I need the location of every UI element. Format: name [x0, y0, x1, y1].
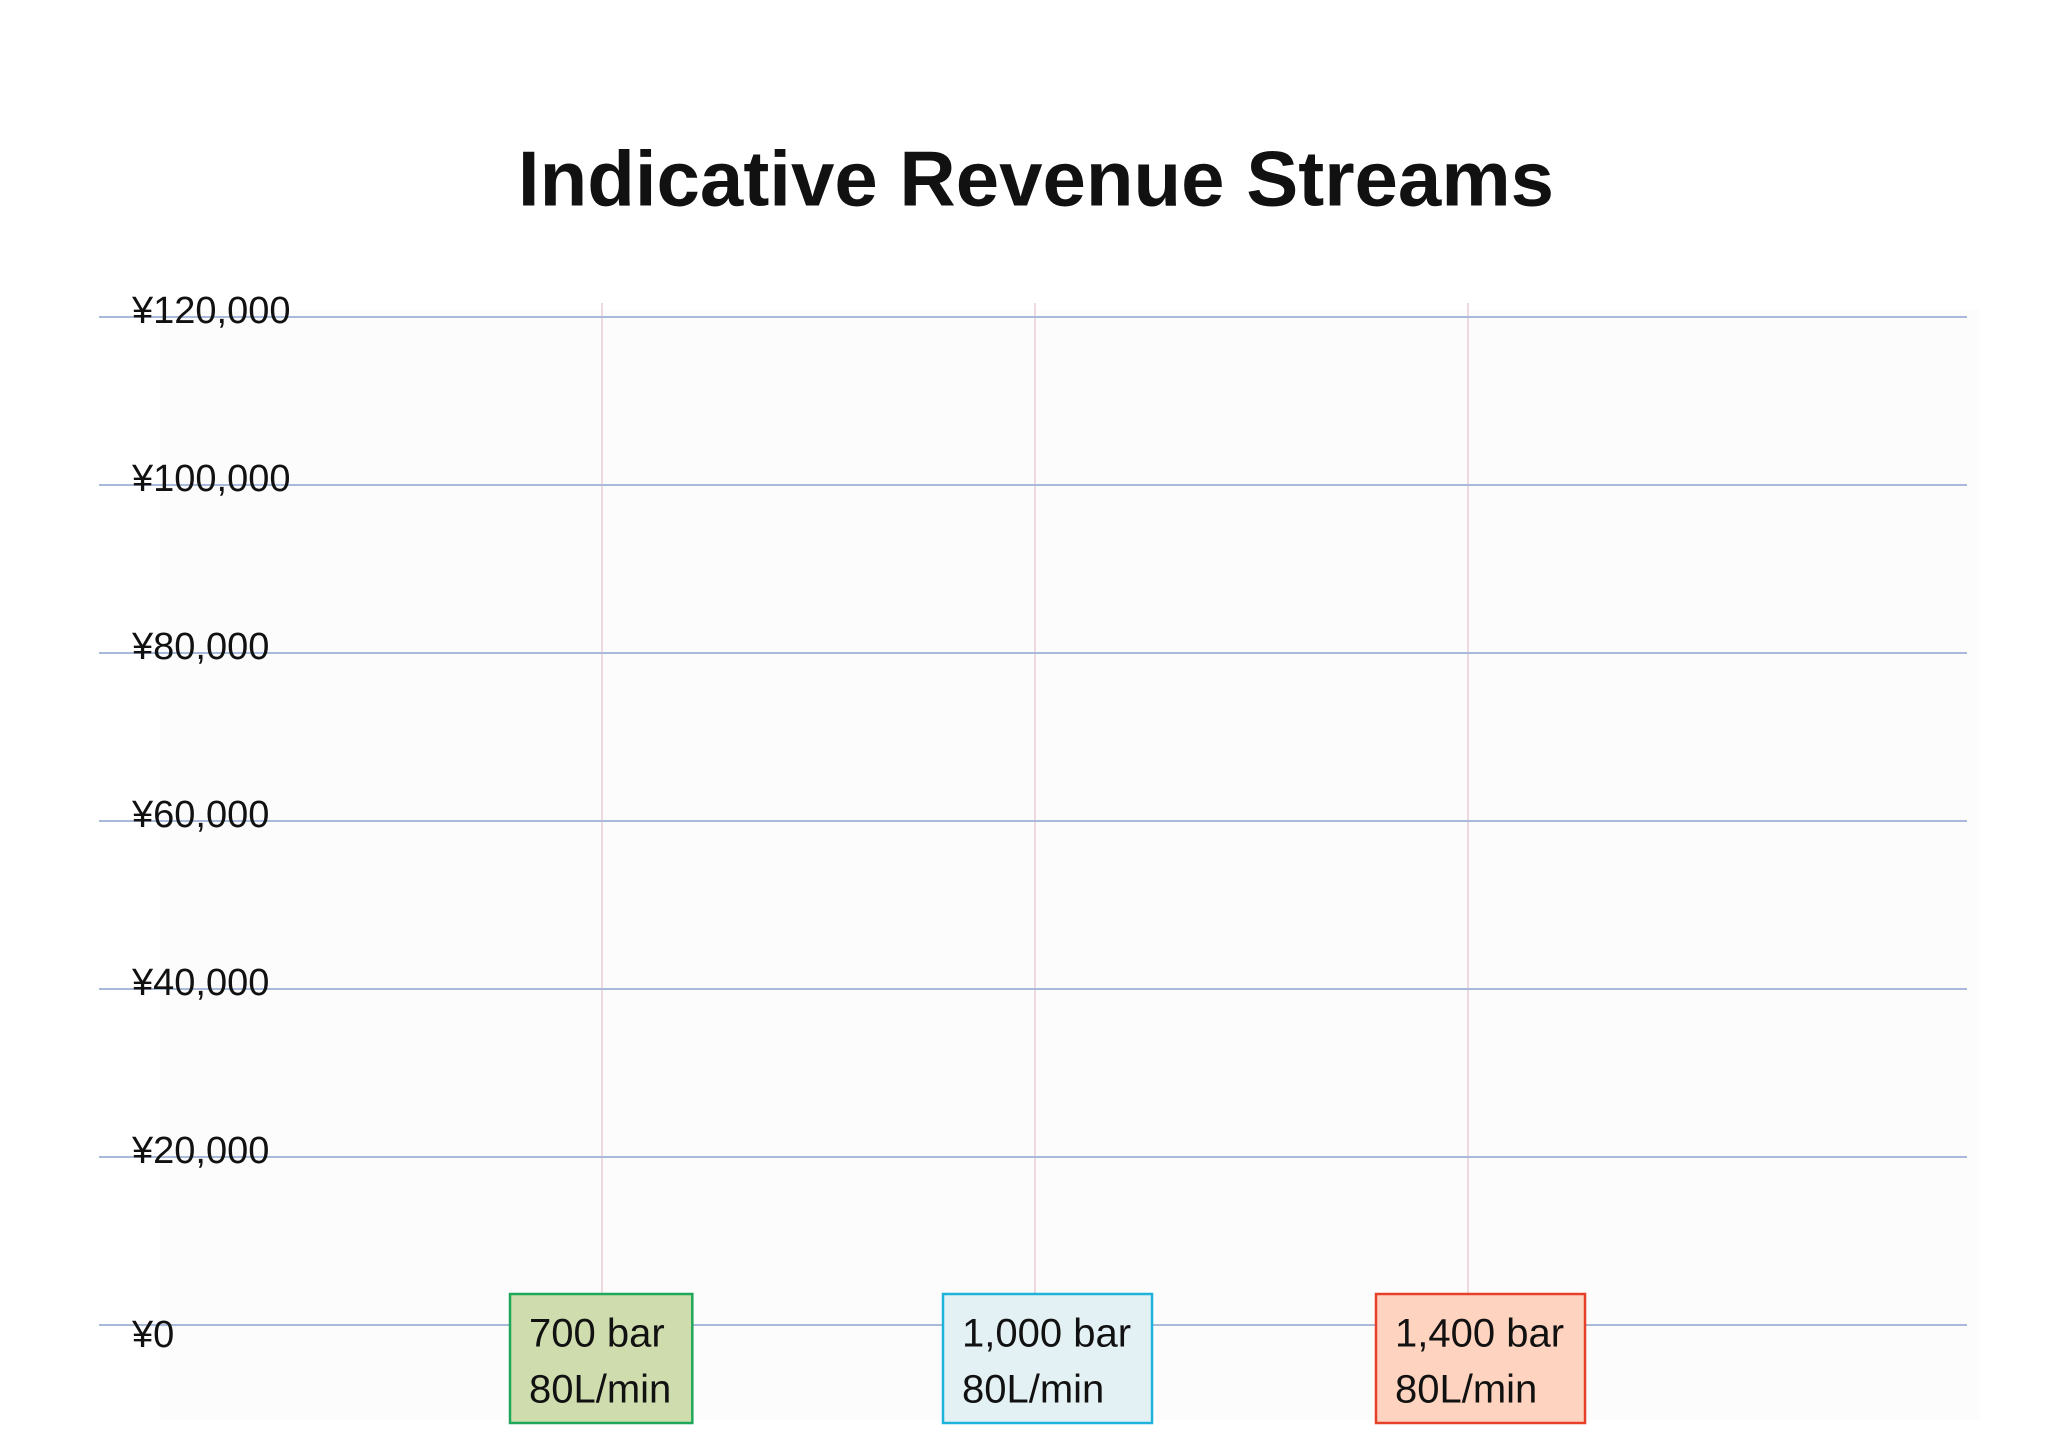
category-box	[941, 1292, 1154, 1425]
chart-title: Indicative Revenue Streams	[518, 135, 1554, 223]
x-tick-label: 80L/min	[962, 1368, 1104, 1412]
y-tick-label: ¥0	[131, 1314, 174, 1356]
category-box	[1374, 1292, 1587, 1425]
x-tick-label: 80L/min	[529, 1368, 671, 1412]
x-tick-label: 1,400 bar	[1395, 1312, 1564, 1356]
y-tick-label: ¥80,000	[131, 626, 269, 668]
x-tick-label: 1,000 bar	[962, 1312, 1131, 1356]
y-tick-label: ¥100,000	[131, 458, 291, 500]
y-tick-label: ¥20,000	[131, 1130, 269, 1172]
category-box	[508, 1292, 694, 1425]
x-tick-label: 700 bar	[529, 1312, 665, 1356]
y-tick-label: ¥120,000	[131, 290, 291, 332]
x-tick-label: 80L/min	[1395, 1368, 1537, 1412]
y-tick-label: ¥40,000	[131, 962, 269, 1004]
plot-background	[160, 310, 1980, 1420]
y-tick-label: ¥60,000	[131, 794, 269, 836]
